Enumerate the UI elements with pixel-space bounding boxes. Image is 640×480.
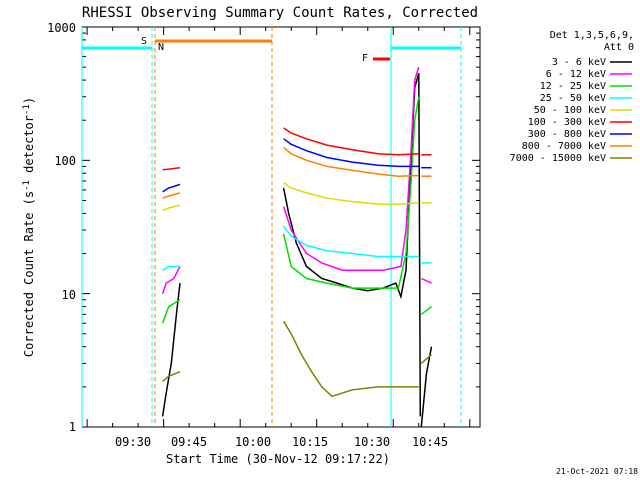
series-line-12-25keV-seg0: [161, 299, 181, 324]
series-line-50-100keV-seg1: [283, 182, 419, 205]
legend-label-7: 800 - 7000 keV: [522, 141, 606, 152]
series-line-100-300keV-seg0: [162, 166, 181, 171]
series-line-6-12keV-seg1: [282, 66, 420, 271]
series-line-300-800keV-seg1: [283, 138, 419, 168]
series-layer: [161, 66, 433, 428]
chart-title: RHESSI Observing Summary Count Rates, Co…: [82, 5, 478, 21]
series-line-3-6keV-seg0: [161, 283, 181, 417]
legend-label-0: 3 - 6 keV: [552, 57, 606, 68]
x-axis: 09:30 09:45 10:00 10:15 10:30 10:45: [86, 27, 471, 449]
x-tick-label-1000: 10:00: [235, 435, 271, 449]
flag-bars: S N F: [81, 27, 462, 427]
series-line-25-50keV-seg1: [283, 225, 419, 258]
series-line-6-12keV-seg0: [161, 266, 181, 294]
series-line-6-12keV-seg2: [420, 277, 432, 284]
legend-label-8: 7000 - 15000 keV: [510, 153, 606, 164]
night-flag-label: N: [158, 42, 164, 53]
series-line-25-50keV-seg0: [162, 265, 180, 271]
x-tick-label-1045: 10:45: [412, 435, 448, 449]
x-tick-label-0945: 09:45: [171, 435, 207, 449]
series-line-800-7000keV-seg1: [283, 146, 419, 177]
series-line-7000-15000keV-seg1: [282, 320, 419, 398]
series-line-12-25keV-seg2: [420, 306, 432, 315]
y-axis: 1 10 100 1000: [47, 21, 480, 434]
legend-label-4: 50 - 100 keV: [534, 105, 606, 116]
legend-label-1: 6 - 12 keV: [546, 69, 606, 80]
x-tick-label-1030: 10:30: [354, 435, 390, 449]
series-line-12-25keV-seg1: [282, 96, 420, 289]
y-tick-label-10: 10: [62, 288, 76, 302]
y-tick-label-100: 100: [54, 154, 76, 168]
flare-flag-label: F: [362, 53, 368, 64]
series-line-100-300keV-seg1: [283, 127, 419, 156]
legend-label-3: 25 - 50 keV: [540, 93, 606, 104]
legend-label-2: 12 - 25 keV: [540, 81, 606, 92]
legend-header-line-1: Det 1,3,5,6,9,: [550, 30, 634, 41]
x-tick-label-0930: 09:30: [115, 435, 151, 449]
x-tick-label-1015: 10:15: [292, 435, 328, 449]
legend-label-6: 300 - 800 keV: [528, 129, 606, 140]
saa-flag-label: S: [141, 36, 147, 47]
y-tick-label-1: 1: [69, 420, 76, 434]
series-line-300-800keV-seg0: [162, 183, 181, 193]
x-axis-label: Start Time (30-Nov-12 09:17:22): [166, 452, 390, 466]
y-tick-label-1000: 1000: [47, 21, 76, 35]
series-line-800-7000keV-seg0: [162, 192, 181, 199]
footer-timestamp: 21-Oct-2021 07:18: [556, 467, 638, 476]
legend-label-5: 100 - 300 keV: [528, 117, 606, 128]
y-axis-label: Corrected Count Rate (s-1 detector-1): [22, 97, 36, 357]
series-line-50-100keV-seg0: [162, 204, 181, 212]
series-line-7000-15000keV-seg2: [420, 353, 432, 364]
legend-header-line-2: Att 0: [604, 42, 634, 53]
series-line-7000-15000keV-seg0: [162, 371, 181, 382]
